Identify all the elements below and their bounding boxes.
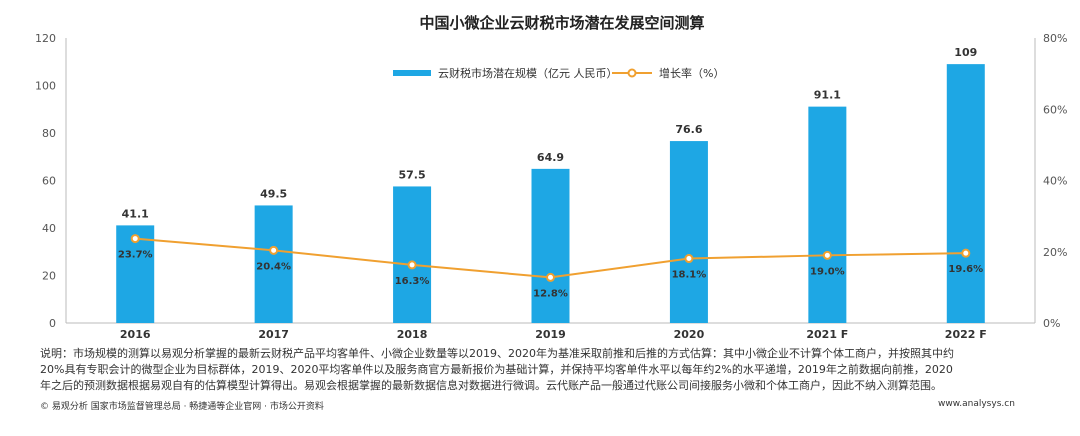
bar-value-label: 91.1 bbox=[814, 89, 841, 102]
y-right-tick-label: 40% bbox=[1043, 175, 1067, 188]
bar bbox=[669, 141, 708, 323]
growth-rate-label: 23.7% bbox=[118, 250, 153, 261]
note-line-1: 说明：市场规模的测算以易观分析掌握的最新云财税产品平均客单件、小微企业数量等以2… bbox=[40, 347, 954, 360]
note-line-2: 20%具有专职会计的微型企业为目标群体，2019、2020平均客单件以及服务商官… bbox=[40, 363, 953, 376]
y-left-tick-label: 120 bbox=[35, 32, 56, 45]
y-right-tick-label: 0% bbox=[1043, 317, 1060, 330]
growth-rate-point bbox=[961, 248, 971, 258]
chart: 中国小微企业云财税市场潜在发展空间测算 云财税市场潜在规模（亿元 人民币） 增长… bbox=[35, 14, 1067, 341]
chart-title: 中国小微企业云财税市场潜在发展空间测算 bbox=[419, 14, 704, 32]
growth-rate-label: 19.6% bbox=[948, 264, 983, 275]
growth-rate-label: 20.4% bbox=[256, 261, 291, 272]
legend-bar-label: 云财税市场潜在规模（亿元 人民币） bbox=[438, 66, 618, 80]
bar bbox=[946, 64, 985, 323]
bar bbox=[393, 186, 432, 323]
y-right-tick-label: 80% bbox=[1043, 32, 1067, 45]
y-right-tick-label: 60% bbox=[1043, 103, 1067, 116]
bar-value-label: 76.6 bbox=[675, 123, 702, 136]
legend-line-label: 增长率（%） bbox=[659, 66, 724, 80]
growth-rate-label: 18.1% bbox=[672, 270, 707, 281]
bar-value-label: 109 bbox=[954, 46, 977, 59]
growth-rate-point bbox=[546, 272, 555, 282]
growth-rate-point bbox=[684, 254, 694, 264]
bar-value-label: 64.9 bbox=[537, 151, 564, 164]
website-footer: www.analysys.cn bbox=[938, 399, 1015, 409]
bar bbox=[254, 205, 293, 323]
x-tick-label: 2016 bbox=[120, 328, 151, 341]
y-left-tick-label: 0 bbox=[49, 317, 56, 330]
x-tick-label: 2022 F bbox=[945, 328, 987, 341]
legend-line-marker bbox=[627, 68, 637, 78]
growth-rate-point bbox=[407, 260, 417, 270]
growth-rate-point bbox=[130, 234, 140, 244]
note-line-3: 年之后的预测数据根据易观自有的估算模型计算得出。易观会根据掌握的最新数据信息对数… bbox=[40, 379, 942, 392]
y-right-tick-label: 20% bbox=[1043, 246, 1067, 259]
chart-note: 说明：市场规模的测算以易观分析掌握的最新云财税产品平均客单件、小微企业数量等以2… bbox=[40, 346, 1050, 394]
growth-rate-label: 12.8% bbox=[533, 288, 568, 299]
growth-rate-label: 19.0% bbox=[810, 266, 845, 277]
y-left-tick-label: 60 bbox=[42, 175, 56, 188]
bar-value-label: 41.1 bbox=[122, 207, 149, 220]
growth-rate-point bbox=[269, 245, 279, 255]
bar-value-label: 49.5 bbox=[260, 187, 287, 200]
x-tick-label: 2019 bbox=[535, 328, 566, 341]
x-tick-label: 2020 bbox=[674, 328, 705, 341]
y-left-tick-label: 100 bbox=[35, 80, 56, 93]
y-left-tick-label: 80 bbox=[42, 127, 56, 140]
source-footer: © 易观分析 国家市场监督管理总局 · 畅捷通等企业官网 · 市场公开资料 bbox=[40, 402, 324, 412]
legend: 云财税市场潜在规模（亿元 人民币） 增长率（%） bbox=[393, 66, 724, 80]
bar bbox=[531, 168, 570, 323]
bar bbox=[808, 106, 847, 323]
bar-value-label: 57.5 bbox=[399, 168, 426, 181]
y-left-tick-label: 20 bbox=[42, 270, 56, 283]
x-tick-label: 2018 bbox=[397, 328, 428, 341]
growth-rate-label: 16.3% bbox=[395, 276, 430, 287]
x-tick-label: 2017 bbox=[258, 328, 289, 341]
legend-bar-swatch bbox=[393, 70, 431, 76]
y-left-tick-label: 40 bbox=[42, 222, 56, 235]
growth-rate-point bbox=[822, 250, 832, 260]
x-tick-label: 2021 F bbox=[806, 328, 848, 341]
